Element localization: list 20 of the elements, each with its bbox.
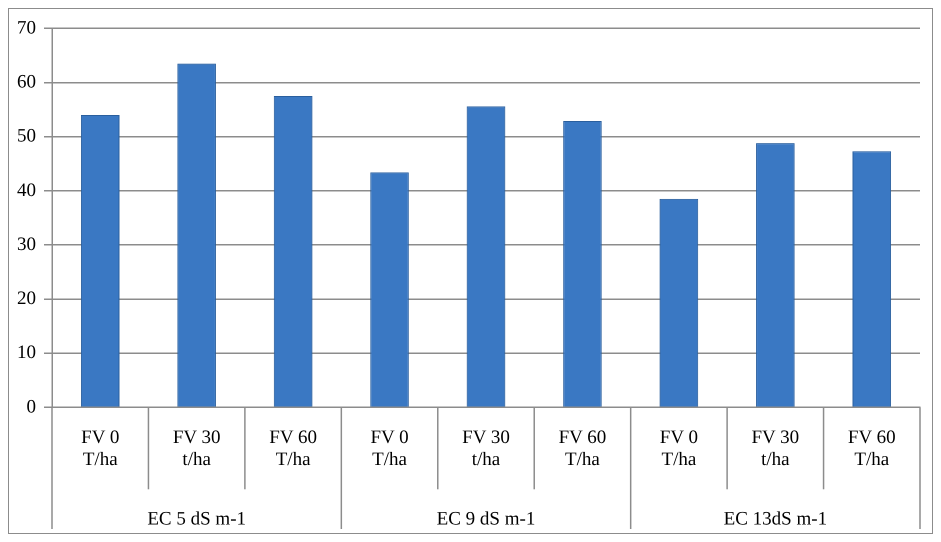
text: EC 5 dS m-1 [147, 508, 246, 530]
y-tick-label: 70 [17, 17, 36, 38]
x-tick-label: FV 60 T/ha [269, 427, 317, 470]
x-tick-label: FV 30 t/ha [751, 427, 800, 470]
x-tick-label: FV 30 t/ha [172, 427, 221, 470]
y-tick-label: 0 [26, 396, 36, 418]
x-tick-label: FV 0 T/ha [370, 427, 409, 470]
y-tick-label: 20 [17, 288, 36, 310]
x-tick-label: FV 0 T/ha [660, 427, 698, 470]
x-tick-label: FV 0 T/ha [81, 427, 120, 470]
x-tick-label: FV 60 T/ha [558, 427, 606, 470]
y-tick-label: 30 [17, 234, 36, 255]
x-tick-label: FV 30 t/ha [462, 427, 510, 470]
y-tick-label: 60 [17, 72, 36, 93]
y-tick-label: 10 [17, 342, 36, 364]
x-tick-label: FV 60 T/ha [848, 427, 896, 470]
text: EC 13dS m-1 [724, 508, 828, 530]
y-tick-label: 50 [17, 126, 36, 147]
text: EC 9 dS m-1 [436, 508, 536, 530]
y-tick-label: 40 [17, 180, 36, 201]
